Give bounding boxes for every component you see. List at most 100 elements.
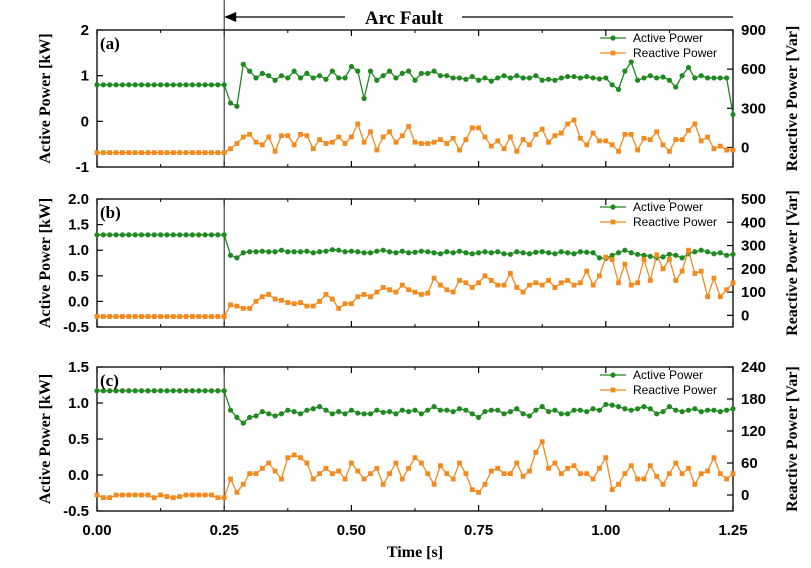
- data-point: [158, 82, 164, 88]
- data-point: [170, 314, 176, 319]
- data-point: [259, 248, 265, 254]
- data-point: [177, 82, 183, 88]
- data-point: [679, 409, 685, 415]
- data-point: [507, 251, 513, 257]
- data-point: [622, 68, 628, 74]
- data-point: [679, 471, 685, 477]
- y-axis-label: Active Power [kW]: [37, 198, 54, 328]
- data-point: [469, 73, 475, 80]
- data-point: [603, 401, 609, 408]
- data-point: [501, 471, 507, 477]
- data-point: [724, 407, 730, 413]
- data-point: [666, 251, 673, 257]
- data-point: [387, 471, 392, 477]
- data-point: [234, 489, 240, 495]
- data-point: [501, 251, 507, 257]
- data-point: [94, 314, 100, 319]
- data-point: [418, 460, 424, 466]
- data-point: [552, 460, 558, 466]
- data-point: [336, 134, 342, 140]
- data-point: [304, 460, 310, 466]
- data-point: [488, 143, 494, 149]
- data-point: [660, 74, 666, 80]
- y-tick-label: 1.0: [68, 242, 89, 259]
- data-point: [291, 301, 297, 307]
- data-point: [100, 314, 106, 319]
- data-point: [647, 73, 653, 79]
- data-point: [469, 251, 475, 257]
- data-point: [565, 250, 571, 256]
- data-point: [406, 250, 412, 256]
- data-point: [628, 407, 634, 413]
- data-point: [450, 409, 456, 415]
- y-right-axis-label: Reactive Power [Var]: [784, 190, 801, 336]
- data-point: [698, 73, 704, 79]
- data-point: [329, 68, 335, 74]
- data-point: [209, 314, 214, 319]
- y-tick-label: 1.5: [68, 217, 89, 234]
- data-point: [139, 314, 144, 319]
- data-point: [374, 407, 380, 413]
- data-point: [615, 86, 622, 92]
- data-point: [463, 407, 469, 413]
- data-point: [692, 121, 698, 127]
- data-point: [514, 73, 520, 79]
- data-point: [387, 129, 392, 135]
- data-point: [730, 406, 736, 412]
- y-right-tick-label: 100: [741, 284, 766, 301]
- data-point: [126, 232, 132, 238]
- data-point: [609, 257, 615, 262]
- data-point: [336, 468, 342, 474]
- data-point: [673, 252, 679, 258]
- data-point: [596, 407, 603, 413]
- data-point: [514, 285, 520, 290]
- data-point: [488, 278, 494, 283]
- data-point: [158, 492, 163, 498]
- data-point: [323, 141, 329, 146]
- data-point: [609, 487, 615, 493]
- data-point: [107, 232, 113, 238]
- data-point: [609, 82, 615, 88]
- data-point: [304, 70, 310, 76]
- series-reactive-power: [94, 117, 736, 156]
- data-point: [590, 476, 596, 482]
- data-point: [444, 471, 450, 477]
- data-point: [240, 481, 246, 487]
- data-point: [520, 250, 526, 256]
- data-point: [151, 495, 157, 501]
- data-point: [189, 82, 195, 88]
- data-point: [355, 410, 361, 416]
- y-tick-label: 1.0: [68, 395, 89, 412]
- data-point: [145, 388, 151, 394]
- data-point: [552, 285, 558, 290]
- data-point: [113, 150, 119, 156]
- y-right-tick-label: 900: [741, 22, 766, 39]
- y-tick-label: 0.5: [68, 431, 89, 448]
- data-point: [349, 301, 354, 307]
- data-point: [145, 82, 151, 88]
- data-point: [126, 388, 132, 394]
- data-point: [641, 135, 647, 141]
- data-point: [469, 487, 475, 493]
- data-point: [158, 388, 164, 394]
- data-point: [228, 146, 233, 152]
- data-point: [145, 232, 151, 238]
- data-point: [730, 251, 736, 257]
- y-right-tick-label: 0: [741, 139, 749, 156]
- data-point: [444, 141, 450, 146]
- data-point: [616, 280, 621, 286]
- y-tick-label: -0.5: [63, 319, 89, 336]
- data-point: [100, 232, 106, 238]
- y-tick-label: -0.5: [63, 503, 89, 520]
- data-point: [177, 314, 183, 319]
- data-point: [228, 476, 233, 482]
- data-point: [304, 248, 310, 254]
- data-point: [654, 75, 660, 81]
- data-point: [380, 247, 386, 253]
- data-point: [558, 75, 564, 81]
- x-tick-label: 0.50: [337, 522, 366, 539]
- data-point: [170, 495, 176, 501]
- data-point: [380, 409, 386, 415]
- data-point: [348, 248, 354, 254]
